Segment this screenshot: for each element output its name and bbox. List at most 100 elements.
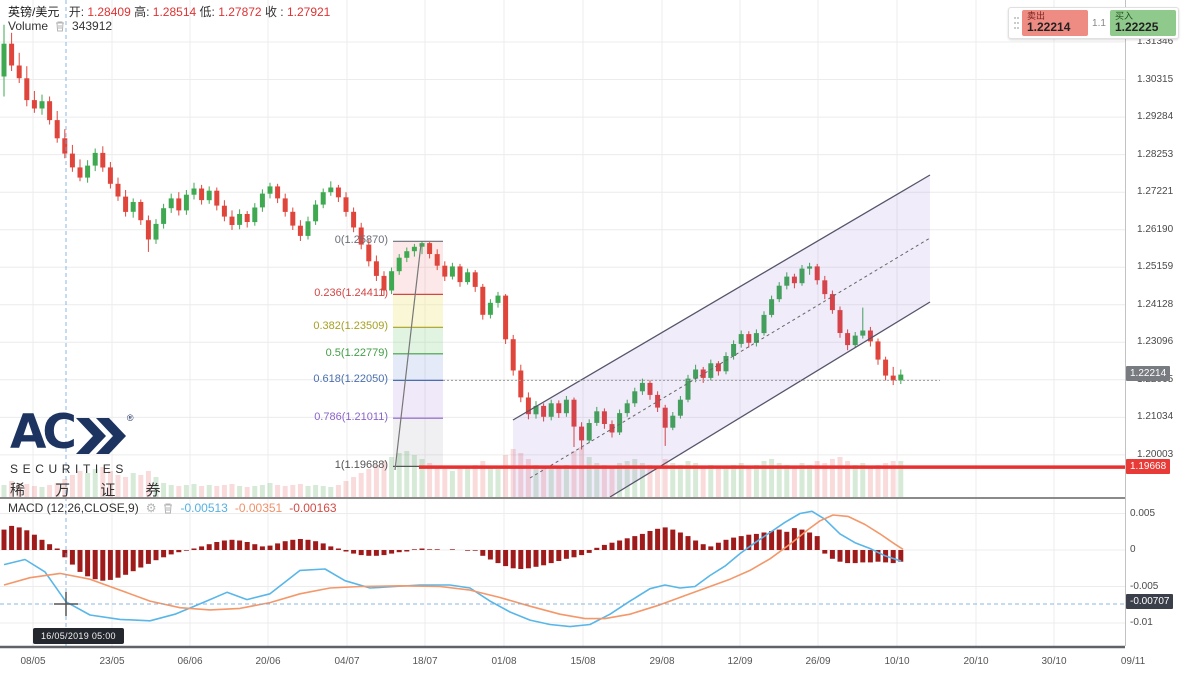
candle-body [601, 411, 607, 424]
fib-level-label[interactable]: 0.618(1.22050) [313, 373, 388, 385]
candle-body [427, 243, 433, 254]
candle-body [381, 275, 387, 291]
macd-histogram-bar [275, 543, 281, 550]
candle-body [480, 286, 486, 315]
volume-bar [685, 461, 691, 497]
candle-body [807, 266, 813, 269]
candle-body [662, 407, 668, 428]
candle-body [677, 399, 683, 416]
candle-body [153, 223, 159, 240]
volume-bar [457, 469, 463, 497]
trash-icon[interactable] [55, 21, 65, 32]
volume-bar [609, 467, 615, 497]
macd-indicator-row: MACD (12,26,CLOSE,9) ⚙ -0.00513 -0.00351… [8, 501, 337, 515]
macd-histogram-bar [495, 550, 501, 564]
candle-body [16, 65, 22, 79]
price-tick-label: 1.28253 [1137, 149, 1174, 160]
time-tick-label: 12/09 [727, 656, 753, 667]
channel-upper-line[interactable] [512, 174, 931, 421]
macd-histogram-bar [62, 550, 68, 558]
candle-body [556, 403, 562, 414]
macd-histogram-bar [161, 550, 167, 558]
candle-body [784, 276, 790, 286]
volume-bar [24, 484, 30, 497]
macd-histogram-bar [890, 550, 896, 564]
candle-body [746, 334, 752, 343]
macd-histogram-bar [685, 536, 691, 550]
fib-level-label[interactable]: 0.786(1.21011) [314, 411, 388, 423]
price-tick-label: 1.24128 [1137, 299, 1174, 310]
trash-icon[interactable] [163, 503, 173, 514]
candle-body [138, 202, 144, 221]
macd-histogram-bar [313, 541, 319, 550]
macd-histogram-bar [837, 550, 843, 562]
channel-fill[interactable] [513, 175, 930, 497]
volume-bar [715, 469, 721, 497]
symbol-name[interactable]: 英镑/美元 [8, 5, 60, 19]
macd-histogram-bar [259, 546, 265, 550]
candle-body [396, 257, 402, 272]
volume-bar [731, 465, 737, 497]
candle-body [890, 375, 896, 381]
time-axis[interactable]: 08/05 23/05 06/06 20/06 04/07 18/07 01/08 15/08… [0, 656, 1200, 674]
volume-bar [541, 467, 547, 497]
macd-title[interactable]: MACD (12,26,CLOSE,9) [8, 501, 139, 515]
volume-bar [427, 463, 433, 497]
macd-histogram-bar [343, 550, 349, 552]
candle-body [457, 266, 463, 283]
volume-bar [191, 484, 197, 497]
candle-body [176, 198, 182, 211]
macd-crosshair-badge: -0.00707 [1126, 594, 1174, 609]
macd-histogram-bar [69, 550, 75, 565]
macd-tick-label: -0.01 [1130, 617, 1153, 628]
fib-level-label[interactable]: 0.382(1.23509) [313, 320, 388, 332]
volume-bar [62, 479, 68, 497]
macd-histogram-bar [510, 550, 516, 569]
candle-body [799, 268, 805, 284]
macd-histogram-bar [92, 550, 98, 580]
macd-histogram-bar [77, 550, 83, 572]
fib-level-label[interactable]: 0.5(1.22779) [325, 347, 388, 359]
fib-band [393, 294, 443, 328]
candle-body [442, 265, 448, 277]
sell-button[interactable]: 卖出 1.22214 [1022, 10, 1088, 37]
macd-histogram-bar [609, 542, 615, 550]
candle-body [715, 363, 721, 372]
candle-body [297, 225, 303, 236]
candle-body [487, 302, 493, 315]
time-tick-label: 18/07 [412, 656, 438, 667]
logo-securities-text: SECURITIES [10, 462, 129, 476]
candle-body [624, 403, 630, 414]
channel-lower-line[interactable] [609, 301, 931, 498]
buy-button[interactable]: 买入 1.22225 [1110, 10, 1176, 37]
candle-body [883, 359, 889, 376]
fib-level-label[interactable]: 1(1.19688) [334, 459, 388, 471]
macd-histogram-bar [670, 529, 676, 550]
fib-trend-line[interactable] [394, 243, 422, 471]
volume-bar [594, 463, 600, 497]
volume-bar [693, 463, 699, 497]
macd-histogram-bar [898, 550, 904, 562]
candle-body [769, 299, 775, 315]
volume-bar [791, 467, 797, 497]
volume-bar [525, 459, 531, 497]
candle-body [1, 43, 7, 77]
candle-body [130, 202, 136, 212]
time-tick-label: 01/08 [491, 656, 517, 667]
time-tick-label: 04/07 [334, 656, 360, 667]
macd-line [3, 510, 902, 628]
fib-level-label[interactable]: 0.236(1.24411) [314, 287, 388, 299]
drag-handle-icon[interactable] [1011, 10, 1022, 36]
volume-label[interactable]: Volume [8, 19, 49, 33]
volume-bar [799, 463, 805, 497]
gear-icon[interactable]: ⚙ [145, 501, 157, 515]
volume-bar [677, 465, 683, 497]
volume-bar [69, 475, 75, 497]
macd-histogram-bar [351, 550, 357, 554]
macd-tick-label: 0.005 [1130, 508, 1156, 519]
logo-brand-text: AC [10, 405, 77, 460]
crosshair-date-tooltip: 16/05/2019 05:00 [33, 628, 124, 644]
fib-level-label[interactable]: 0(1.25870) [334, 234, 388, 246]
macd-histogram-bar [115, 550, 121, 578]
